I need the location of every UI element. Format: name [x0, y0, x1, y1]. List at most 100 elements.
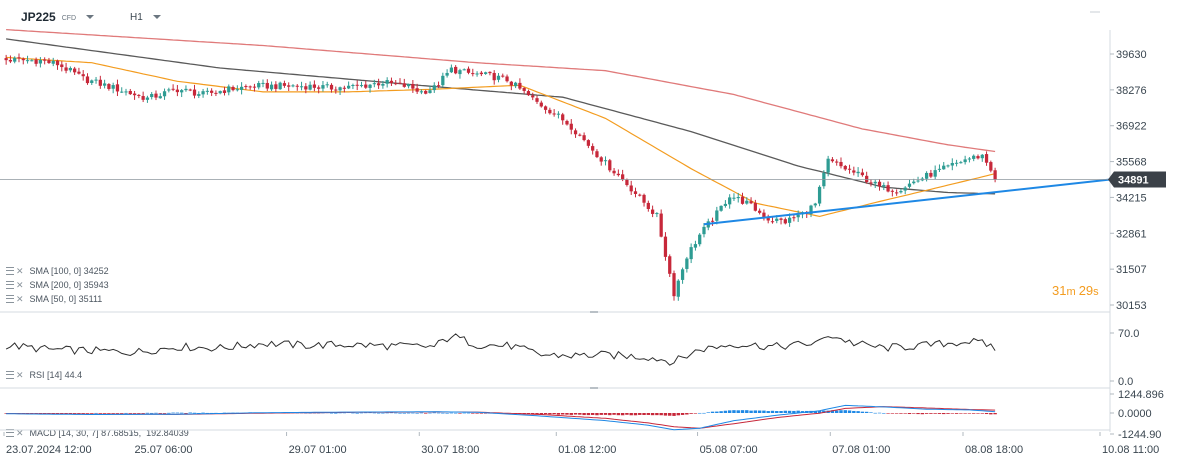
legend-sma-200[interactable]: ✕ SMA [200, 0] 35943	[6, 280, 109, 290]
chevron-down-icon[interactable]	[152, 15, 161, 19]
candle-down	[710, 220, 715, 222]
candle-up	[201, 91, 205, 95]
macd-hist-bar-pos	[179, 412, 184, 414]
candle-down	[586, 140, 591, 146]
legend-label: RSI [14]	[29, 370, 63, 380]
macd-hist-bar-neg	[68, 413, 73, 414]
legend-sma-100[interactable]: ✕ SMA [100, 0] 34252	[6, 266, 109, 276]
candle-up	[278, 82, 282, 90]
candle-up	[419, 91, 424, 93]
candle-down	[295, 85, 299, 87]
candle-down	[526, 91, 531, 96]
candle-up	[946, 165, 950, 167]
macd-hist-bar-pos	[877, 412, 882, 414]
candle-down	[753, 202, 757, 211]
macd-hist-bar-pos	[834, 410, 839, 413]
candle-down	[312, 84, 317, 88]
macd-hist-bar-pos	[124, 412, 128, 414]
candle-down	[222, 90, 227, 94]
candle-up	[732, 197, 736, 199]
candle-down	[835, 161, 839, 163]
macd-line	[6, 404, 996, 431]
legend-label: SMA [200, 0]	[29, 280, 82, 290]
macd-hist-bar-pos	[466, 412, 471, 414]
time-axis-label: 29.07 01:00	[289, 444, 347, 456]
candle-up	[124, 91, 128, 93]
legend-settings-icon[interactable]: ✕	[6, 294, 24, 304]
candle-up	[406, 84, 411, 87]
legend-sma-50[interactable]: ✕ SMA [50, 0] 35111	[6, 294, 102, 304]
candle-down	[505, 76, 509, 82]
candle-up	[347, 85, 351, 89]
candle-down	[929, 172, 933, 177]
rsi-layer	[5, 333, 996, 366]
macd-hist-bar-neg	[556, 413, 561, 415]
macd-hist-bar-pos	[411, 412, 415, 414]
candle-up	[655, 213, 659, 215]
macd-hist-bar-neg	[903, 413, 907, 414]
symbol-selector[interactable]: JP225 CFD	[21, 9, 95, 25]
macd-hist-bar-neg	[920, 413, 925, 415]
legend-value: 87.68515	[101, 428, 139, 438]
candle-down	[424, 90, 428, 94]
current-price-label: 34891	[1118, 175, 1149, 187]
macd-axis-label: 0.0000	[1118, 408, 1152, 420]
macd-hist-bar-pos	[406, 412, 411, 414]
timeframe-selector[interactable]: H1	[130, 9, 161, 25]
macd-hist-bar-neg	[471, 413, 475, 414]
candle-up	[856, 171, 860, 174]
candle-down	[869, 182, 873, 184]
candle-down	[740, 196, 745, 204]
candle-down	[466, 68, 471, 73]
candle-down	[488, 71, 492, 74]
macd-hist-bar-pos	[453, 412, 458, 414]
macd-hist-bar-neg	[423, 413, 428, 414]
candle-down	[214, 92, 218, 94]
candle-down	[616, 173, 620, 176]
macd-hist-bar-pos	[334, 412, 338, 414]
macd-hist-bar-pos	[432, 412, 436, 414]
macd-hist-bar-neg	[685, 413, 689, 415]
candle-up	[235, 89, 239, 91]
macd-hist-bar-pos	[723, 410, 728, 413]
chevron-down-icon[interactable]	[86, 15, 95, 19]
legend-value: 34252	[83, 266, 109, 276]
candle-up	[368, 84, 372, 88]
macd-hist-bar-pos	[753, 410, 758, 413]
candle-up	[338, 87, 342, 91]
candle-up	[603, 160, 608, 162]
candle-down	[890, 190, 894, 192]
legend-settings-icon[interactable]: ✕	[6, 370, 24, 380]
rsi-axis-label: 70.0	[1118, 328, 1139, 340]
legend-settings-icon[interactable]: ✕	[6, 266, 24, 276]
legend-settings-icon[interactable]: ✕	[6, 280, 24, 290]
candle-up	[787, 217, 792, 223]
candle-down	[479, 72, 483, 75]
macd-hist-bar-neg	[946, 413, 950, 414]
macd-hist-bar-pos	[436, 412, 441, 414]
macd-hist-bar-pos	[706, 412, 710, 413]
macd-hist-bar-pos	[167, 412, 171, 414]
candle-up	[813, 203, 817, 206]
candle-down	[43, 59, 47, 61]
candle-up	[385, 80, 389, 84]
candle-down	[582, 135, 586, 141]
candle-down	[248, 86, 252, 88]
candle-down	[762, 212, 766, 218]
legend-rsi[interactable]: ✕ RSI [14] 44.4	[6, 370, 82, 380]
candle-down	[621, 174, 625, 180]
candle-down	[561, 114, 565, 121]
candle-down	[629, 185, 633, 192]
candle-up	[299, 86, 304, 88]
candle-down	[539, 102, 543, 107]
candle-up	[950, 163, 954, 166]
symbol-name: JP225	[21, 10, 56, 24]
macd-hist-bar-pos	[864, 411, 869, 413]
macd-hist-bar-neg	[971, 413, 976, 414]
macd-hist-bar-pos	[715, 411, 719, 413]
candle-down	[595, 151, 599, 158]
candle-up	[441, 75, 445, 86]
time-axis-label: 25.07 06:00	[134, 444, 192, 456]
